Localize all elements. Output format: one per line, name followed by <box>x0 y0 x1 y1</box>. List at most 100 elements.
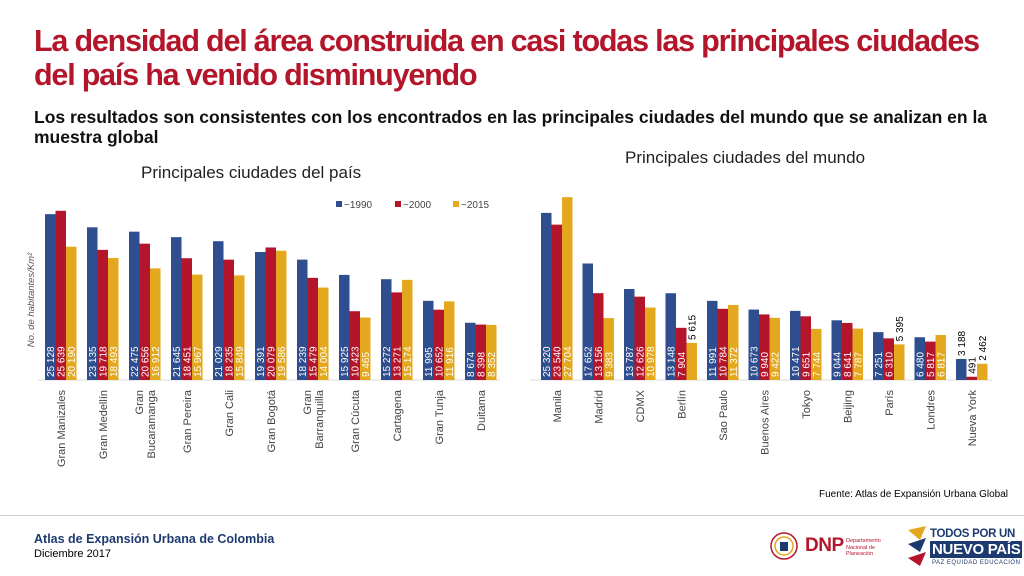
bar-nueva-york-1990 <box>956 358 967 380</box>
category-label-gran-barranquilla: Barranquilla <box>314 389 326 449</box>
bar-cartagena-1990 <box>381 279 392 380</box>
data-label: 2 462 <box>978 335 989 360</box>
bar-buenos-aires-2015 <box>769 317 780 380</box>
data-label: 8 398 <box>476 352 487 377</box>
data-label: 21 645 <box>172 346 183 377</box>
data-label: 13 271 <box>392 346 403 377</box>
category-label-gran-cucuta: Gran Cúcuta <box>350 389 362 452</box>
category-label-gran-bucaramanga: Gran <box>134 390 146 414</box>
category-label-londres: Londres <box>925 390 937 430</box>
bar-beijing-1990 <box>831 320 842 380</box>
data-label: 11 372 <box>729 347 740 377</box>
bar-nueva-york-2000 <box>966 376 977 380</box>
data-label: 18 493 <box>109 346 120 377</box>
bar-sao-paulo-2000 <box>717 308 728 380</box>
data-label: 15 174 <box>403 346 414 377</box>
legend-item-1: ~2000 <box>403 200 432 211</box>
bar-gran-bogota-1990 <box>255 252 266 380</box>
data-label: 10 978 <box>646 346 657 377</box>
data-label: 15 479 <box>308 346 319 377</box>
tpu-logo-line1: TODOS POR UN <box>930 528 1016 540</box>
category-label-cartagena: Cartagena <box>392 389 404 441</box>
bar-tokyo-1990 <box>790 310 801 380</box>
bar-cdmx-2015 <box>645 307 656 380</box>
bar-tokyo-2000 <box>800 316 811 380</box>
data-label: 7 904 <box>677 352 688 377</box>
footer-divider <box>0 515 1024 516</box>
category-label-madrid: Madrid <box>593 390 605 424</box>
bar-gran-medellin-1990 <box>87 227 98 380</box>
data-label: 18 239 <box>298 346 309 377</box>
bar-paris-2000 <box>883 338 894 380</box>
bar-sao-paulo-2015 <box>728 304 739 380</box>
data-label: 23 540 <box>552 346 563 377</box>
bar-gran-tunja-1990 <box>423 300 434 380</box>
bar-gran-cali-1990 <box>213 241 224 380</box>
category-label-gran-pereira: Gran Pereira <box>182 389 194 453</box>
bar-gran-cali-2000 <box>223 259 234 380</box>
footer-date: Diciembre 2017 <box>34 548 112 560</box>
data-label: 20 190 <box>67 346 78 377</box>
data-label: 491 <box>967 357 978 374</box>
data-label: 10 673 <box>749 346 760 377</box>
chart-title-world: Principales ciudades del mundo <box>625 148 866 167</box>
data-label: 10 784 <box>718 346 729 377</box>
bar-cdmx-2000 <box>634 296 645 380</box>
bar-gran-manizales-1990 <box>45 214 56 380</box>
data-label: 19 718 <box>98 346 109 377</box>
data-label: 20 656 <box>140 346 151 377</box>
bar-madrid-1990 <box>582 263 593 380</box>
bar-tokyo-2015 <box>811 328 822 380</box>
data-label: 9 383 <box>604 352 615 377</box>
bar-manila-2015 <box>562 197 573 380</box>
y-axis-label: No. de habitantes/Km² <box>26 252 37 347</box>
data-label: 25 320 <box>542 346 553 377</box>
colombia-seal-icon <box>770 532 798 560</box>
category-label-manila: Manila <box>552 389 564 422</box>
data-label: 23 135 <box>88 346 99 377</box>
bar-gran-bucaramanga-1990 <box>129 231 140 380</box>
category-label-berlin: Berlín <box>676 390 688 419</box>
bar-buenos-aires-1990 <box>748 309 759 380</box>
data-label: 7 787 <box>853 352 864 377</box>
category-label-gran-manizales: Gran Manizales <box>56 390 68 468</box>
bar-paris-2015 <box>894 344 905 380</box>
data-label: 5 395 <box>895 316 906 341</box>
data-label: 11 916 <box>445 347 456 377</box>
category-label-gran-tunja: Gran Tunja <box>434 389 446 444</box>
data-label: 7 251 <box>874 352 885 377</box>
bar-duitama-2000 <box>475 324 486 380</box>
bar-buenos-aires-2000 <box>759 314 770 380</box>
bar-berlin-1990 <box>665 293 676 380</box>
data-label: 9 422 <box>770 352 781 377</box>
data-label: 8 641 <box>843 352 854 377</box>
data-label: 18 235 <box>224 346 235 377</box>
data-label: 8 352 <box>487 352 498 377</box>
bar-londres-2015 <box>935 335 946 380</box>
data-label: 16 912 <box>151 346 162 377</box>
data-label: 22 475 <box>130 346 141 377</box>
data-label: 8 674 <box>466 352 477 377</box>
category-label-buenos-aires: Buenos Aires <box>759 390 771 455</box>
bar-gran-barranquilla-2015 <box>318 287 329 380</box>
data-label: 15 272 <box>382 346 393 377</box>
bar-gran-cucuta-2015 <box>360 317 371 380</box>
data-label: 11 995 <box>424 347 435 377</box>
data-label: 5 615 <box>687 314 698 339</box>
bar-londres-1990 <box>914 337 925 380</box>
bar-gran-pereira-2000 <box>181 258 192 380</box>
bar-gran-tunja-2000 <box>433 309 444 380</box>
data-label: 13 787 <box>625 346 636 377</box>
bar-madrid-2000 <box>593 293 604 380</box>
data-label: 6 817 <box>936 352 947 377</box>
bar-beijing-2000 <box>842 322 853 380</box>
bar-londres-2000 <box>925 341 936 380</box>
data-label: 25 128 <box>46 346 57 377</box>
data-label: 27 704 <box>563 346 574 377</box>
bar-beijing-2015 <box>852 328 863 380</box>
data-label: 15 925 <box>340 346 351 377</box>
bar-berlin-2015 <box>686 342 697 380</box>
data-label: 12 626 <box>635 346 646 377</box>
legend-swatch-2 <box>453 201 459 207</box>
